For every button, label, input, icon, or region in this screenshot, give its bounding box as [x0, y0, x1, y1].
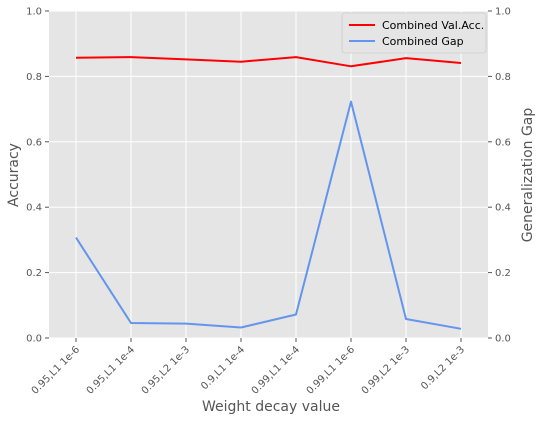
right-y-tick-label: 0.4	[495, 203, 511, 214]
left-y-tick-label: 0.6	[26, 137, 42, 148]
left-y-tick-label: 0.2	[26, 268, 42, 279]
legend: Combined Val.Acc. Combined Gap	[342, 13, 486, 53]
left-y-tick-label: 0.0	[26, 334, 42, 345]
x-tick-label: 0.99,L1 1e-4	[250, 344, 302, 396]
legend-label-val-acc: Combined Val.Acc.	[382, 19, 484, 32]
left-y-tick-label: 0.4	[26, 203, 42, 214]
left-y-tick-label: 0.8	[26, 72, 42, 83]
legend-label-gap: Combined Gap	[382, 35, 464, 48]
x-axis: 0.95,L1 1e-6 0.95,L1 1e-4 0.95,L2 1e-3 0.9,…	[30, 338, 467, 397]
x-tick-label: 0.95,L1 1e-6	[30, 344, 82, 396]
left-y-axis: 0.0 0.2 0.4 0.6 0.8 1.0	[26, 7, 49, 345]
x-tick-label: 0.95,L2 1e-3	[140, 344, 192, 396]
right-y-tick-label: 0.8	[495, 72, 511, 83]
x-tick-label: 0.99,L2 1e-3	[360, 344, 412, 396]
right-y-tick-label: 1.0	[495, 7, 511, 18]
right-y-axis: 0.0 0.2 0.4 0.6 0.8 1.0	[488, 7, 511, 345]
x-tick-label: 0.9,L1 1e-4	[199, 344, 247, 392]
x-tick-label: 0.99,L1 1e-6	[305, 344, 357, 396]
x-axis-title: Weight decay value	[202, 399, 340, 415]
left-y-tick-label: 1.0	[26, 7, 42, 18]
right-y-tick-label: 0.0	[495, 334, 511, 345]
right-y-axis-title: Generalization Gap	[520, 108, 536, 243]
x-tick-label: 0.9,L2 1e-3	[419, 344, 467, 392]
x-tick-label: 0.95,L1 1e-4	[85, 344, 137, 396]
left-y-axis-title: Accuracy	[6, 143, 22, 207]
right-y-tick-label: 0.6	[495, 137, 511, 148]
right-y-tick-label: 0.2	[495, 268, 511, 279]
